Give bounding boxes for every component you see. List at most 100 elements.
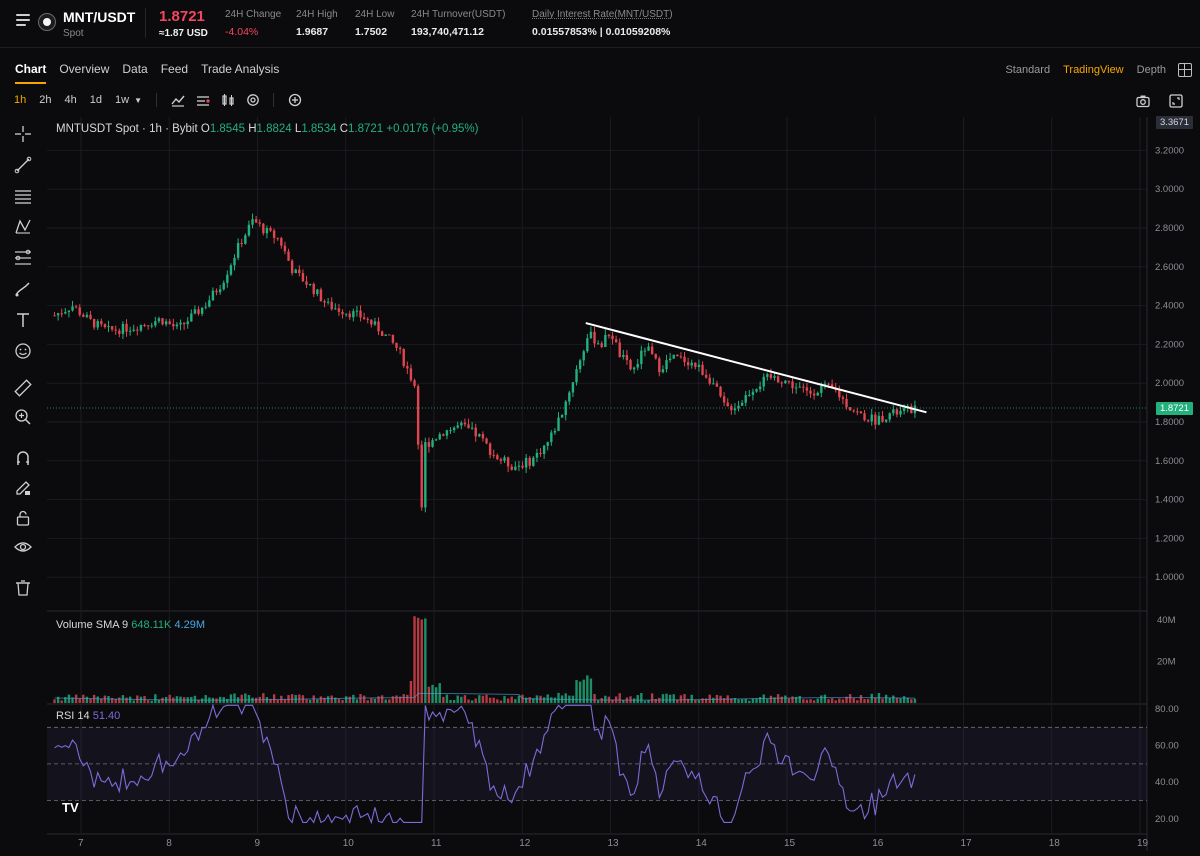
emoji-icon[interactable]: [12, 340, 34, 362]
candle-body: [298, 269, 301, 274]
settings-icon[interactable]: [242, 92, 264, 108]
candle-body: [254, 219, 258, 223]
volume-bar: [787, 698, 791, 703]
volume-bar: [838, 698, 841, 703]
stat-interest-rate[interactable]: Daily Interest Rate(MNT/USDT) 0.01557853…: [532, 9, 673, 38]
pair-type: Spot: [63, 28, 84, 39]
candle-body: [640, 350, 643, 365]
layout-grid-icon[interactable]: [1178, 63, 1192, 77]
tab-trade-analysis[interactable]: Trade Analysis: [201, 62, 280, 76]
volume-bar: [694, 699, 697, 703]
timeframe-4h[interactable]: 4h: [64, 94, 77, 106]
candle-body: [182, 322, 186, 325]
lock-icon[interactable]: [12, 507, 34, 529]
candle-body: [53, 315, 56, 317]
candle-body: [600, 343, 603, 348]
volume-bar: [805, 699, 809, 703]
tab-overview[interactable]: Overview: [59, 62, 110, 76]
volume-bar: [470, 700, 474, 703]
price-tick-label: 3.2000: [1155, 145, 1184, 156]
volume-bar: [622, 700, 625, 703]
menu-icon[interactable]: [16, 14, 30, 26]
volume-bar: [589, 678, 593, 703]
eye-icon[interactable]: [12, 536, 34, 558]
compare-icon[interactable]: [192, 92, 214, 108]
volume-bar: [107, 696, 110, 703]
timeframe-1h[interactable]: 1h: [14, 94, 27, 106]
volume-bar: [449, 699, 452, 703]
candle-body: [586, 338, 589, 352]
horizontal-lines-icon[interactable]: [12, 185, 34, 207]
stat-24h-change: 24H Change -4.04%: [225, 9, 281, 38]
candle-body: [524, 457, 528, 468]
camera-icon[interactable]: [1132, 93, 1154, 109]
volume-bar: [442, 696, 445, 703]
timeframe-2h[interactable]: 2h: [39, 94, 52, 106]
volume-bar: [758, 697, 762, 703]
candle-body: [607, 334, 611, 336]
candle-body: [784, 380, 787, 383]
candle-body: [434, 439, 438, 441]
volume-legend-name: Volume SMA 9: [56, 619, 129, 631]
candle-body: [125, 323, 128, 332]
volume-bar: [870, 693, 873, 703]
timeframe-1d[interactable]: 1d: [89, 94, 102, 106]
candle-body: [618, 342, 621, 357]
volume-sma-line: [54, 692, 915, 701]
zoom-icon[interactable]: [12, 406, 34, 428]
trash-icon[interactable]: [12, 577, 34, 599]
volume-bar: [413, 616, 416, 703]
volume-bar: [197, 699, 200, 703]
trend-line-icon[interactable]: [12, 154, 34, 176]
fib-icon[interactable]: [12, 247, 34, 269]
crosshair-icon[interactable]: [12, 123, 34, 145]
brush-icon[interactable]: [12, 278, 34, 300]
timeframe-1w[interactable]: 1w: [115, 94, 130, 106]
tab-data[interactable]: Data: [122, 62, 148, 76]
candle-body: [517, 465, 521, 467]
candle-body: [344, 313, 348, 315]
candle-body: [881, 415, 884, 422]
candle-body: [366, 318, 369, 320]
pencil-lock-icon[interactable]: [12, 477, 34, 499]
view-tradingview[interactable]: TradingView: [1063, 64, 1124, 76]
candle-body: [240, 242, 243, 244]
volume-bar: [85, 696, 89, 703]
candle-body: [449, 430, 452, 432]
ruler-icon[interactable]: [12, 377, 34, 399]
time-tick-label: 13: [608, 838, 620, 849]
volume-pane: [53, 616, 917, 703]
candle-body: [280, 238, 283, 246]
volume-bar: [528, 697, 531, 703]
volume-bar: [370, 698, 373, 703]
candle-body: [888, 413, 891, 420]
volume-bar: [456, 695, 459, 703]
view-depth[interactable]: Depth: [1136, 64, 1166, 76]
candle-style-icon[interactable]: [217, 92, 239, 108]
candle-body: [629, 360, 632, 370]
add-icon[interactable]: [284, 92, 306, 108]
candle-body: [575, 369, 578, 383]
fullscreen-icon[interactable]: [1165, 93, 1187, 109]
volume-bar: [262, 693, 265, 703]
pattern-icon[interactable]: [12, 216, 34, 238]
text-icon[interactable]: [12, 309, 34, 331]
volume-bar: [665, 693, 668, 703]
magnet-icon[interactable]: [12, 447, 34, 469]
candle-body: [272, 230, 276, 238]
volume-bar: [373, 698, 377, 703]
candle-body: [798, 386, 801, 388]
tab-chart[interactable]: Chart: [15, 62, 47, 84]
candle-body: [492, 454, 495, 456]
candle-body: [334, 308, 337, 310]
chevron-down-icon[interactable]: ▼: [134, 95, 142, 105]
view-standard[interactable]: Standard: [1005, 64, 1051, 76]
pair-name[interactable]: MNT/USDT: [63, 9, 136, 25]
volume-bar: [604, 695, 607, 703]
tab-feed[interactable]: Feed: [160, 62, 189, 76]
candle-body: [442, 434, 445, 436]
volume-bar: [643, 700, 647, 703]
indicators-icon[interactable]: [167, 92, 189, 108]
volume-bar: [420, 619, 423, 703]
